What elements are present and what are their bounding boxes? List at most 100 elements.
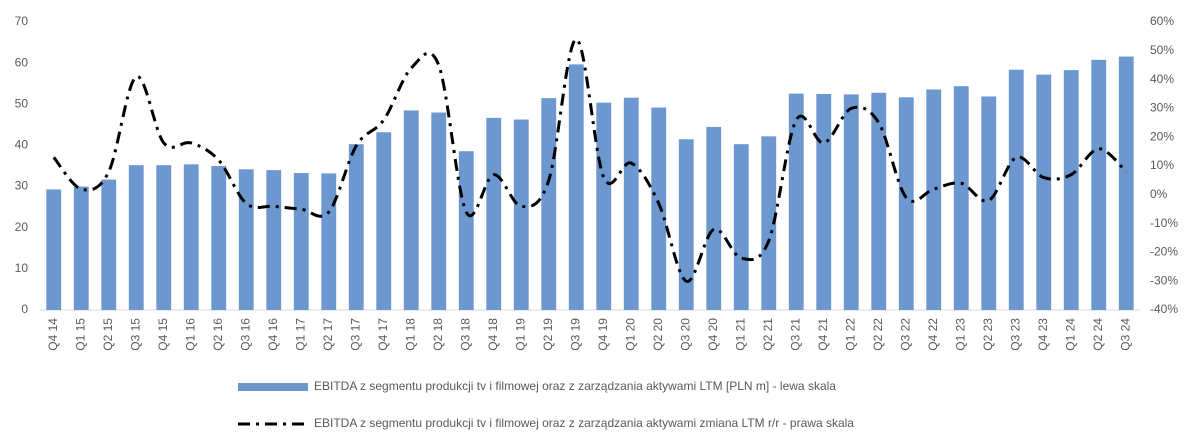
- bar: [953, 86, 969, 310]
- x-tick-label: Q4 17: [376, 318, 390, 351]
- y-tick-label: 20: [15, 220, 29, 234]
- y-tick-label: 40: [15, 138, 29, 152]
- bar: [678, 139, 694, 310]
- bar: [733, 144, 749, 310]
- x-tick-label: Q3 17: [348, 318, 362, 351]
- y-tick-label: 50: [15, 96, 29, 110]
- x-tick-label: Q4 14: [46, 318, 60, 351]
- x-tick-label: Q2 18: [431, 318, 445, 351]
- y-tick-label: 0: [21, 302, 28, 316]
- x-tick-label: Q4 15: [156, 318, 170, 351]
- bar: [458, 151, 474, 310]
- bar: [211, 166, 227, 310]
- bar: [46, 189, 62, 310]
- x-tick-label: Q2 21: [761, 318, 775, 351]
- y-tick-label: 30: [15, 179, 29, 193]
- x-tick-label: Q4 23: [1036, 318, 1050, 351]
- x-tick-label: Q2 19: [541, 318, 555, 351]
- y2-tick-label: 40%: [1150, 72, 1174, 86]
- bar: [403, 110, 419, 310]
- y2-tick-label: -30%: [1150, 273, 1178, 287]
- bar: [156, 165, 172, 310]
- y2-tick-label: 60%: [1150, 14, 1174, 28]
- x-tick-label: Q1 21: [733, 318, 747, 351]
- legend-label: EBITDA z segmentu produkcji tv i filmowe…: [314, 379, 836, 393]
- bar: [871, 92, 887, 310]
- bar: [981, 96, 997, 311]
- x-tick-label: Q2 16: [211, 318, 225, 351]
- x-tick-label: Q4 19: [596, 318, 610, 351]
- bar: [788, 93, 804, 311]
- y2-tick-label: -20%: [1150, 245, 1178, 259]
- bar: [1036, 74, 1052, 310]
- x-tick-label: Q1 16: [183, 318, 197, 351]
- x-tick-label: Q1 18: [403, 318, 417, 351]
- y-tick-label: 10: [15, 261, 29, 275]
- x-tick-label: Q3 20: [678, 318, 692, 351]
- x-tick-label: Q2 20: [651, 318, 665, 351]
- y2-tick-label: 0%: [1150, 187, 1168, 201]
- y2-tick-label: 50%: [1150, 43, 1174, 57]
- bar: [898, 97, 914, 310]
- bar: [761, 136, 777, 310]
- x-tick-label: Q4 18: [486, 318, 500, 351]
- bar: [321, 173, 337, 310]
- x-tick-label: Q3 15: [128, 318, 142, 351]
- y2-tick-label: 10%: [1150, 158, 1174, 172]
- bar: [431, 112, 447, 310]
- bar: [73, 186, 89, 310]
- bar: [1063, 70, 1079, 310]
- bar: [348, 144, 364, 310]
- line: [52, 37, 1128, 283]
- bar: [568, 64, 584, 311]
- y2-tick-label: 30%: [1150, 101, 1174, 115]
- bar: [238, 169, 254, 310]
- x-tick-label: Q1 22: [843, 318, 857, 351]
- legend-swatch: [238, 383, 308, 391]
- bar: [541, 98, 557, 310]
- y-tick-label: 70: [15, 14, 29, 28]
- bar: [651, 107, 667, 310]
- x-tick-label: Q3 21: [788, 318, 802, 351]
- x-tick-label: Q1 23: [953, 318, 967, 351]
- x-tick-label: Q3 16: [238, 318, 252, 351]
- y2-tick-label: -40%: [1150, 302, 1178, 316]
- bar: [513, 119, 529, 310]
- bar: [101, 179, 117, 310]
- bar: [623, 97, 639, 311]
- x-tick-label: Q1 17: [293, 318, 307, 351]
- bar: [183, 164, 199, 310]
- x-tick-label: Q4 21: [816, 318, 830, 351]
- legend-label: EBITDA z segmentu produkcji tv i filmowe…: [314, 416, 854, 430]
- x-tick-label: Q1 24: [1063, 318, 1077, 351]
- x-tick-label: Q2 17: [321, 318, 335, 351]
- bar: [486, 117, 502, 310]
- x-tick-label: Q2 24: [1091, 318, 1105, 351]
- bar: [596, 102, 612, 310]
- x-tick-label: Q4 22: [926, 318, 940, 351]
- bar: [266, 170, 282, 310]
- y2-tick-label: -10%: [1150, 216, 1178, 230]
- bar: [1118, 56, 1134, 311]
- y-tick-label: 60: [15, 55, 29, 69]
- x-tick-label: Q4 20: [706, 318, 720, 351]
- bar: [926, 89, 942, 310]
- x-tick-label: Q1 19: [513, 318, 527, 351]
- bar: [816, 94, 832, 310]
- bar: [706, 126, 722, 311]
- x-tick-label: Q3 19: [568, 318, 582, 351]
- x-tick-label: Q3 22: [898, 318, 912, 351]
- bar: [293, 172, 309, 310]
- bar: [1008, 69, 1024, 311]
- x-tick-label: Q2 22: [871, 318, 885, 351]
- bar: [843, 94, 859, 310]
- x-tick-label: Q4 16: [266, 318, 280, 351]
- bar: [128, 165, 144, 310]
- x-tick-label: Q3 24: [1118, 318, 1132, 351]
- bar: [1091, 59, 1107, 311]
- x-tick-label: Q2 23: [981, 318, 995, 351]
- x-tick-label: Q1 20: [623, 318, 637, 351]
- bar: [376, 132, 392, 310]
- x-tick-label: Q3 23: [1008, 318, 1022, 351]
